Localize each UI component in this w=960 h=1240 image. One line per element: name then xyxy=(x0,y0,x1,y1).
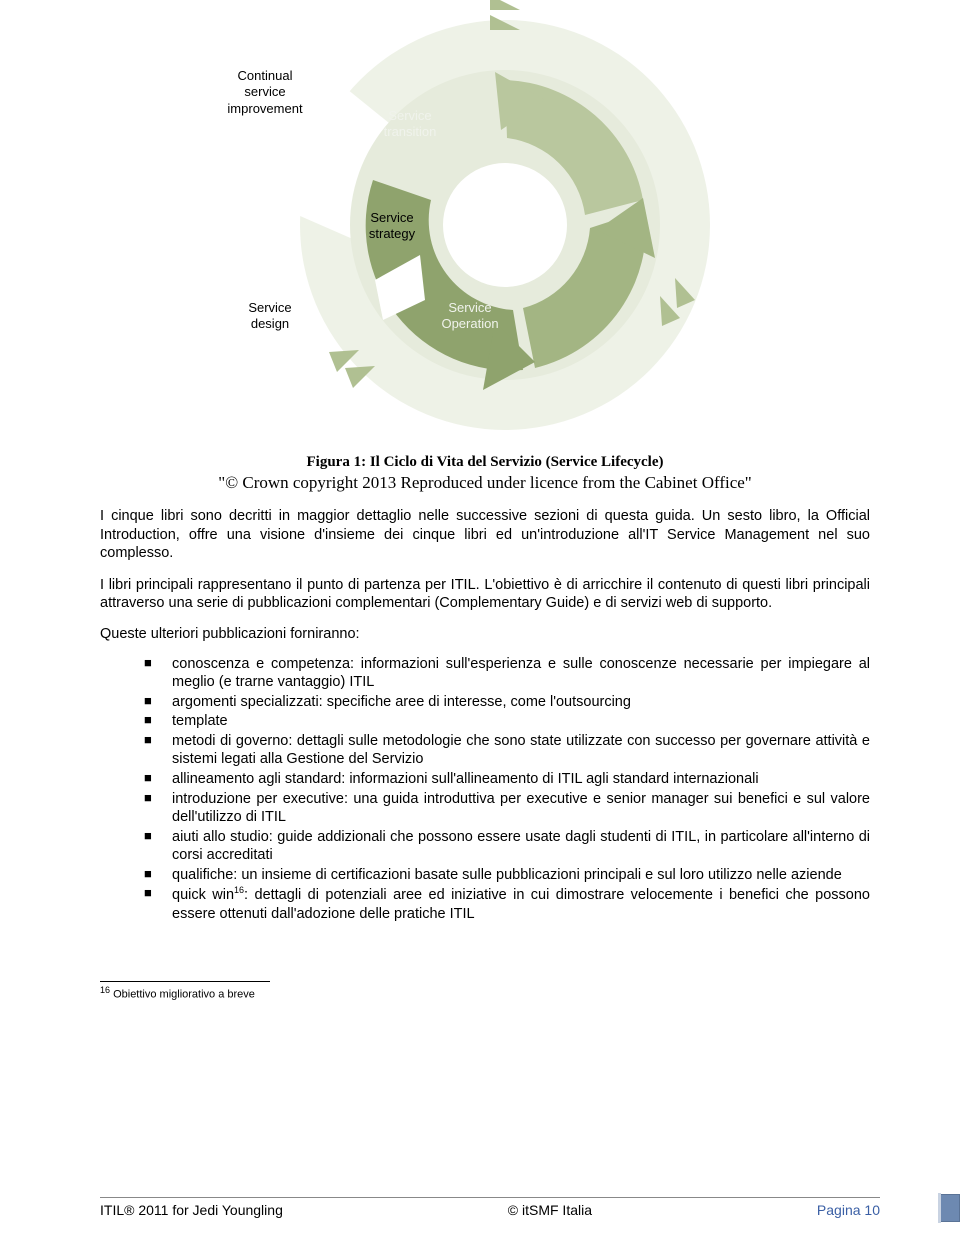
list-item: argomenti specializzati: specifiche aree… xyxy=(144,693,870,712)
footer-right: Pagina 10 xyxy=(817,1202,880,1218)
label-csi: Continualserviceimprovement xyxy=(215,68,315,117)
list-item-quickwin: quick win16: dettagli di potenziali aree… xyxy=(144,885,870,923)
list-item: conoscenza e competenza: informazioni su… xyxy=(144,655,870,692)
list-item: metodi di governo: dettagli sulle metodo… xyxy=(144,732,870,769)
paragraph-1: I cinque libri sono decritti in maggior … xyxy=(100,507,870,563)
copyright-line: "© Crown copyright 2013 Reproduced under… xyxy=(100,473,870,493)
list-item: allineamento agli standard: informazioni… xyxy=(144,770,870,789)
footer-center: © itSMF Italia xyxy=(508,1202,592,1218)
label-transition: Servicetransition xyxy=(370,108,450,141)
paragraph-2: I libri principali rappresentano il punt… xyxy=(100,576,870,613)
list-intro: Queste ulteriori pubblicazioni fornirann… xyxy=(100,626,870,642)
list-item: template xyxy=(144,712,870,731)
list-item: qualifiche: un insieme di certificazioni… xyxy=(144,866,870,885)
page-footer: ITIL® 2011 for Jedi Youngling © itSMF It… xyxy=(100,1197,880,1218)
diagram-svg xyxy=(245,0,725,440)
side-tab xyxy=(940,1194,960,1222)
figure-caption: Figura 1: Il Ciclo di Vita del Servizio … xyxy=(100,454,870,471)
list-item: aiuti allo studio: guide addizionali che… xyxy=(144,828,870,865)
label-design: Servicedesign xyxy=(235,300,305,333)
footnote-rule xyxy=(100,981,270,982)
lifecycle-diagram: Continualserviceimprovement Servicetrans… xyxy=(100,0,870,450)
footnote: 16 Obiettivo migliorativo a breve xyxy=(100,985,870,1001)
list-item: introduzione per executive: una guida in… xyxy=(144,790,870,827)
label-operation: ServiceOperation xyxy=(430,300,510,333)
bullet-list: conoscenza e competenza: informazioni su… xyxy=(100,655,870,923)
footer-left: ITIL® 2011 for Jedi Youngling xyxy=(100,1202,283,1218)
label-strategy: Servicestrategy xyxy=(352,210,432,243)
